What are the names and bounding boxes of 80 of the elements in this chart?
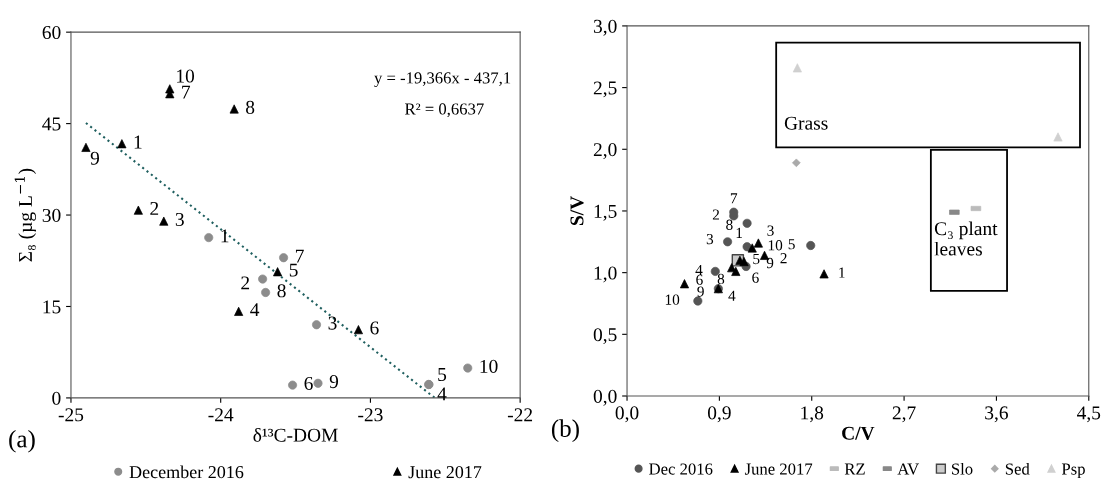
legend-label: December 2016 [129,465,244,479]
annotation: 10 [480,359,498,373]
x-tick-label: -22 [507,408,533,422]
annotation: 10 [768,240,783,251]
annotation: 3 [175,212,184,226]
legend-label: RZ [844,463,865,475]
y-tick-label: 60 [42,25,61,40]
annotation: 1 [134,135,142,149]
text: (b) [551,419,579,443]
text: (a) [9,429,35,453]
annotation: 3 [706,233,714,245]
x-tick-label: 0,9 [707,406,731,423]
y-tick-label: 1,5 [594,204,617,221]
annotation: 6 [696,274,703,285]
annotation: y = -19,366x - 437,1 [374,72,511,87]
annotation: 10 [665,294,680,305]
x-tick-label: 2,7 [892,406,916,423]
annotation: 8 [726,219,733,230]
annotation: 6 [370,321,379,335]
annotation: 4 [437,387,447,401]
annotation: 8 [277,284,286,298]
x-axis-title: δ¹³C-DOM [253,427,338,442]
y-axis-title: Σ₈ (µg L$^{−1}$) [14,168,37,262]
x-tick-label: 1,8 [801,406,824,423]
legend-label: June 2017 [744,463,813,475]
annotation: 7 [295,249,304,263]
y-tick-label: 45 [42,117,61,131]
x-tick-label: 0,0 [615,406,639,423]
annotation: 5 [289,263,298,277]
y-tick-label: 0 [52,391,61,405]
annotation: 6 [304,376,313,390]
x-tick-label: 4,5 [1077,406,1101,423]
annotation: 7 [730,193,738,204]
annotation: C₃ plant leaves [934,221,998,256]
x-tick-label: -25 [58,408,84,422]
legend-label: AV [897,463,920,475]
annotation: 9 [329,375,339,389]
x-axis-title: C/V [842,426,875,440]
y-tick-label: 1,0 [594,266,617,283]
annotation: 5 [753,253,760,265]
annotation: 2 [780,253,787,264]
annotation: 2 [712,209,720,220]
annotation: R² = 0,6637 [405,103,484,118]
y-tick-label: 0,0 [593,389,617,406]
y-tick-label: 2,0 [593,143,617,160]
legend-label: Slo [952,462,973,475]
annotation: 6 [752,272,759,283]
annotation: 9 [766,257,774,269]
annotation: 8 [717,273,725,285]
annotation: 5 [788,239,795,250]
annotation: 4 [695,265,703,276]
legend-label: Dec 2016 [649,463,713,475]
y-tick-label: 0,5 [593,328,617,345]
annotation: 9 [697,286,704,297]
annotation: 10 [177,69,195,83]
annotation: 2 [150,201,159,215]
annotation: 7 [182,85,191,99]
x-tick-label: -23 [358,408,383,422]
annotation: 1 [839,267,845,278]
annotation: Grass [784,116,828,130]
annotation: 4 [728,290,736,301]
annotation: 9 [90,151,100,165]
legend-label: Psp [1061,463,1085,479]
annotation: 4 [250,303,260,317]
y-tick-label: 2,5 [593,81,617,98]
y-axis-title: S/V [570,196,584,226]
x-tick-label: 3,6 [985,406,1008,423]
legend-label: Sed [1005,462,1030,475]
y-tick-label: 15 [43,300,61,314]
annotation: 8 [246,100,255,114]
y-tick-label: 3,0 [593,19,617,36]
annotation: 1 [221,229,229,243]
annotation: 2 [241,276,250,290]
annotation: 3 [767,225,774,236]
annotation: 1 [736,227,743,238]
y-tick-label: 30 [42,208,61,222]
annotation: 3 [328,316,337,330]
annotation: 5 [438,368,447,382]
legend-label: June 2017 [408,466,482,479]
x-tick-label: -24 [208,408,234,422]
